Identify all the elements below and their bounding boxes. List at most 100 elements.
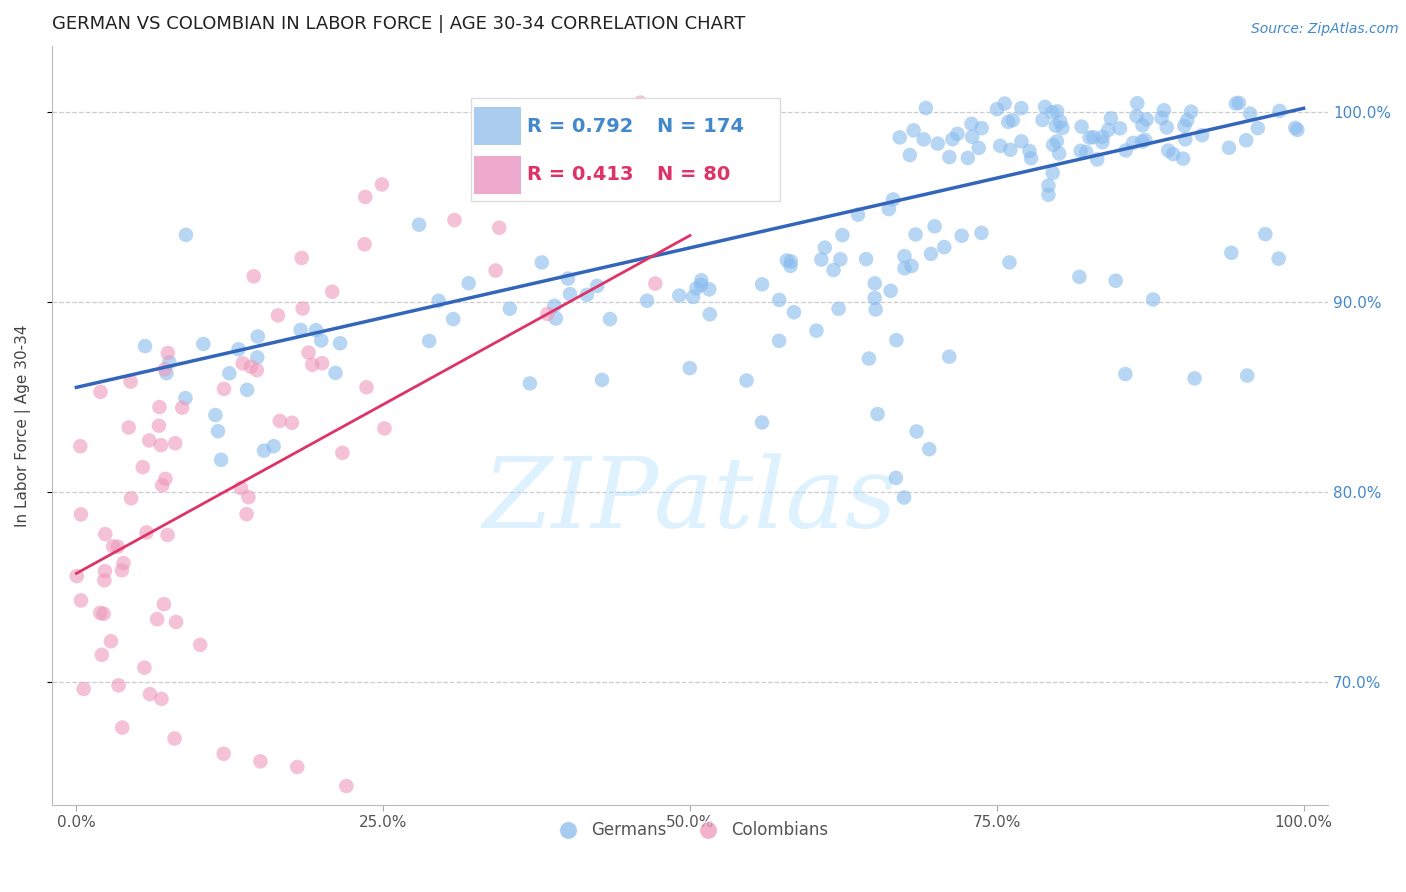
Point — [242, 269, 264, 284]
Point — [325, 366, 347, 380]
Point — [249, 755, 271, 769]
Point — [1091, 129, 1114, 144]
Point — [893, 491, 915, 505]
Point — [776, 253, 799, 268]
Point — [165, 436, 187, 450]
Point — [89, 384, 111, 399]
Point — [988, 139, 1011, 153]
Point — [699, 307, 721, 321]
Point — [779, 259, 801, 273]
Point — [810, 252, 832, 267]
Point — [157, 355, 180, 369]
Point — [1135, 112, 1157, 127]
Point — [120, 375, 142, 389]
Point — [544, 311, 567, 326]
Point — [846, 208, 869, 222]
Point — [172, 401, 194, 415]
Point — [165, 615, 187, 629]
Point — [636, 293, 658, 308]
Point — [855, 252, 877, 267]
Point — [970, 121, 993, 136]
Point — [188, 638, 211, 652]
Point — [682, 290, 704, 304]
Point — [101, 539, 124, 553]
Point — [488, 220, 510, 235]
Point — [484, 263, 506, 277]
Point — [156, 346, 179, 360]
Point — [495, 178, 517, 193]
Point — [575, 288, 598, 302]
Point — [373, 421, 395, 435]
Point — [1126, 96, 1149, 111]
Point — [1247, 121, 1270, 136]
Point — [893, 249, 915, 263]
Point — [112, 556, 135, 570]
Point — [690, 277, 713, 292]
Point — [1191, 128, 1213, 143]
Point — [332, 446, 354, 460]
Point — [1184, 371, 1206, 385]
Point — [858, 351, 880, 366]
Point — [827, 301, 849, 316]
Point — [659, 181, 682, 195]
Point — [353, 237, 375, 252]
Point — [823, 263, 845, 277]
Point — [1267, 252, 1289, 266]
Point — [132, 460, 155, 475]
Point — [1153, 103, 1175, 118]
Point — [285, 760, 308, 774]
Point — [236, 383, 259, 397]
Point — [893, 261, 915, 276]
Point — [69, 439, 91, 453]
Point — [100, 634, 122, 648]
Point — [204, 408, 226, 422]
Point — [886, 333, 908, 347]
Text: GERMAN VS COLOMBIAN IN LABOR FORCE | AGE 30-34 CORRELATION CHART: GERMAN VS COLOMBIAN IN LABOR FORCE | AGE… — [52, 15, 745, 33]
Point — [1085, 153, 1108, 167]
Point — [311, 356, 333, 370]
Point — [994, 96, 1017, 111]
Point — [441, 312, 464, 326]
Point — [697, 282, 720, 296]
Point — [1047, 146, 1070, 161]
Point — [1000, 143, 1022, 157]
Point — [1105, 274, 1128, 288]
Point — [814, 241, 837, 255]
Point — [1109, 121, 1132, 136]
Point — [1011, 135, 1033, 149]
Point — [904, 227, 927, 242]
Point — [1239, 106, 1261, 120]
Point — [1115, 144, 1137, 158]
Point — [519, 376, 541, 391]
Point — [148, 418, 170, 433]
Point — [905, 425, 928, 439]
Point — [291, 251, 314, 265]
Point — [1173, 119, 1195, 133]
Text: R = 0.792: R = 0.792 — [527, 117, 633, 136]
Point — [135, 525, 157, 540]
Point — [1133, 133, 1156, 147]
Point — [536, 307, 558, 321]
Point — [73, 681, 96, 696]
Point — [1122, 136, 1144, 150]
Point — [863, 277, 886, 291]
Point — [751, 416, 773, 430]
Point — [111, 563, 134, 577]
Point — [986, 102, 1008, 116]
Point — [138, 434, 160, 448]
Point — [998, 255, 1021, 269]
Point — [1078, 130, 1101, 145]
Point — [557, 271, 579, 285]
Point — [1052, 120, 1074, 135]
Point — [768, 334, 790, 348]
Point — [1069, 269, 1091, 284]
Point — [193, 337, 215, 351]
Point — [1286, 123, 1309, 137]
Point — [915, 101, 938, 115]
Point — [558, 287, 581, 301]
Point — [427, 293, 450, 308]
Point — [1180, 104, 1202, 119]
Point — [107, 678, 129, 692]
Point — [229, 481, 252, 495]
Point — [1130, 135, 1153, 149]
